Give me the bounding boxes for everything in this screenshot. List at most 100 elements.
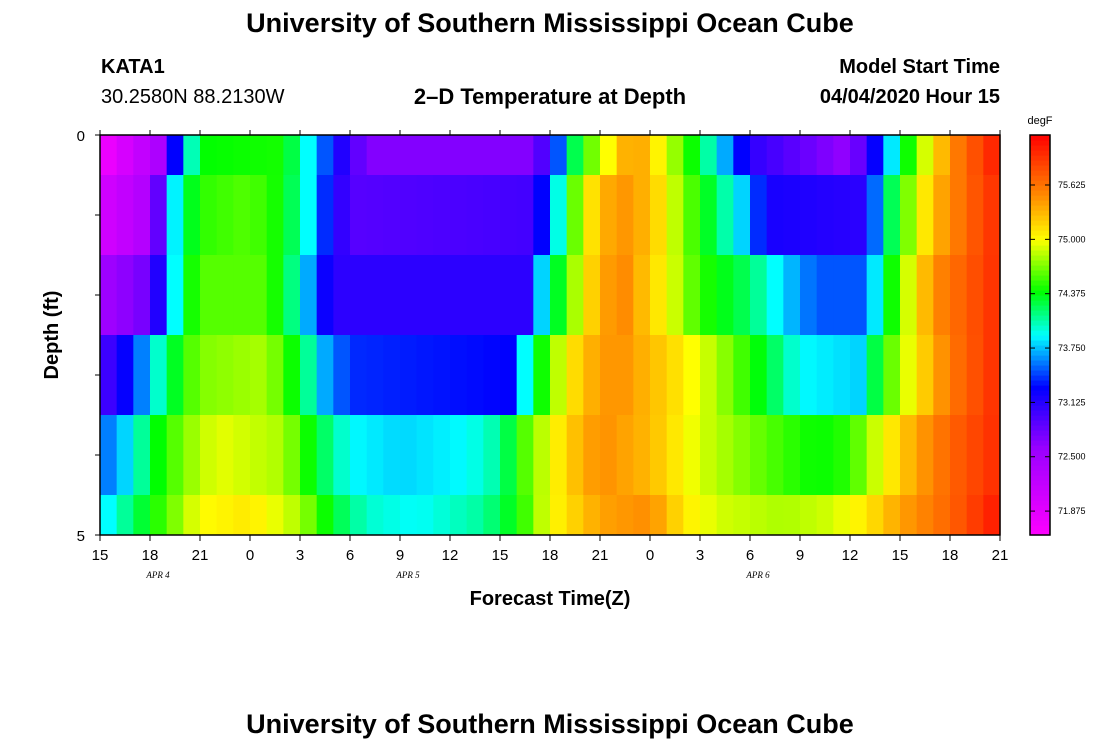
heatmap-cell (316, 175, 334, 255)
colorbar-segment (1030, 195, 1050, 201)
heatmap-cell (666, 175, 684, 255)
colorbar-segment (1030, 520, 1050, 526)
colorbar-segment (1030, 405, 1050, 411)
x-tick-label: 6 (346, 547, 354, 564)
colorbar-segment (1030, 170, 1050, 176)
heatmap-cell (766, 495, 784, 535)
heatmap-cell (833, 495, 851, 535)
x-tick-label: 12 (842, 547, 859, 564)
x-tick-label: 0 (646, 547, 654, 564)
heatmap-cell (233, 495, 251, 535)
x-tick-label: 21 (192, 547, 209, 564)
colorbar-segment (1030, 325, 1050, 331)
heatmap-cell (350, 335, 368, 415)
heatmap-cell (333, 135, 351, 175)
heatmap-cell (216, 255, 234, 335)
colorbar-segment (1030, 420, 1050, 426)
colorbar-segment (1030, 395, 1050, 401)
heatmap-cell (266, 415, 284, 495)
heatmap-cell (100, 335, 118, 415)
colorbar-tick-label: 73.750 (1058, 343, 1086, 353)
colorbar-segment (1030, 225, 1050, 231)
colorbar-segment (1030, 350, 1050, 356)
plot-title: 2–D Temperature at Depth (413, 84, 687, 109)
heatmap-cell (950, 255, 968, 335)
colorbar-segment (1030, 530, 1050, 536)
colorbar-tick-label: 73.125 (1058, 397, 1086, 407)
heatmap-cell (616, 135, 634, 175)
heatmap-cell (783, 135, 801, 175)
colorbar-segment (1030, 435, 1050, 441)
heatmap-cell (583, 255, 601, 335)
colorbar-segment (1030, 475, 1050, 481)
heatmap-cell (966, 415, 984, 495)
heatmap-cell (233, 175, 251, 255)
heatmap-cell (716, 415, 734, 495)
colorbar-segment (1030, 305, 1050, 311)
heatmap-cell (366, 415, 384, 495)
y-tick-label: 0 (77, 128, 85, 145)
heatmap-cell (816, 135, 834, 175)
heatmap-cell (116, 135, 134, 175)
model-start-label: Model Start Time (839, 56, 1000, 78)
colorbar-segment (1030, 480, 1050, 486)
colorbar-segment (1030, 345, 1050, 351)
heatmap-cell (900, 495, 918, 535)
colorbar-segment (1030, 295, 1050, 301)
heatmap-cell (216, 175, 234, 255)
heatmap-cell (866, 175, 884, 255)
heatmap-cell (616, 415, 634, 495)
colorbar-segment (1030, 525, 1050, 531)
heatmap-cell (333, 335, 351, 415)
colorbar-segment (1030, 375, 1050, 381)
heatmap-cell (266, 495, 284, 535)
heatmap-cell (566, 335, 584, 415)
heatmap-cell (600, 415, 618, 495)
colorbar-segment (1030, 290, 1050, 296)
colorbar-segment (1030, 335, 1050, 341)
colorbar-segment (1030, 515, 1050, 521)
x-tick-label: 18 (142, 547, 159, 564)
colorbar-segment (1030, 205, 1050, 211)
heatmap-cell (850, 135, 868, 175)
heatmap-cell (750, 495, 768, 535)
heatmap-cell (700, 255, 718, 335)
heatmap-cell (783, 495, 801, 535)
heatmap-cell (850, 175, 868, 255)
heatmap-cell (833, 415, 851, 495)
heatmap-cell (450, 335, 468, 415)
heatmap-cell (800, 495, 818, 535)
heatmap-cell (716, 495, 734, 535)
heatmap-cell (900, 335, 918, 415)
heatmap-cell (683, 135, 701, 175)
colorbar-segment (1030, 145, 1050, 151)
colorbar-segment (1030, 355, 1050, 361)
heatmap-cell (550, 495, 568, 535)
colorbar-segment (1030, 320, 1050, 326)
date-label: APR 4 (145, 570, 170, 580)
heatmap-cell (933, 415, 951, 495)
heatmap-cell (166, 335, 184, 415)
heatmap-cell (550, 415, 568, 495)
heatmap-cell (933, 495, 951, 535)
heatmap-cell (533, 255, 551, 335)
heatmap-cell (850, 255, 868, 335)
heatmap-cell (500, 175, 518, 255)
heatmap-cell (550, 175, 568, 255)
colorbar-segment (1030, 280, 1050, 286)
heatmap-cell (166, 175, 184, 255)
heatmap-cell (900, 255, 918, 335)
heatmap-cell (266, 175, 284, 255)
heatmap-cell (466, 335, 484, 415)
colorbar-segment (1030, 485, 1050, 491)
heatmap-cell (316, 415, 334, 495)
heatmap-cell (250, 135, 268, 175)
colorbar-segment (1030, 410, 1050, 416)
heatmap-cell (700, 495, 718, 535)
colorbar-segment (1030, 140, 1050, 146)
colorbar-segment (1030, 200, 1050, 206)
heatmap-cell (750, 255, 768, 335)
heatmap-cell (383, 495, 401, 535)
heatmap-cell (916, 175, 934, 255)
heatmap-cell (616, 175, 634, 255)
